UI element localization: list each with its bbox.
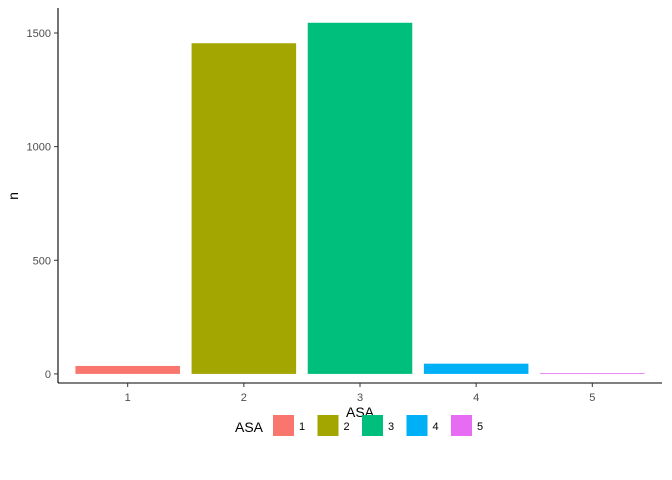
- bar-asa-1: [75, 365, 180, 374]
- legend-key-2: [317, 415, 339, 436]
- y-tick-label: 1500: [27, 28, 51, 40]
- legend-key-5: [451, 415, 472, 436]
- legend: ASA 1 2 3 4 5: [235, 415, 483, 436]
- bars: [75, 22, 645, 375]
- y-tick-label: 1000: [27, 142, 51, 154]
- bar-asa-2: [191, 43, 297, 374]
- bar-asa-3: [307, 22, 413, 374]
- x-ticks: 1 2 3 4 5: [125, 383, 595, 404]
- bar-asa-5: [540, 373, 645, 375]
- legend-label: 2: [344, 421, 350, 433]
- x-tick-label: 4: [473, 392, 479, 404]
- y-tick-label: 0: [45, 369, 51, 381]
- y-axis-title: n: [5, 192, 21, 200]
- legend-label: 3: [388, 421, 394, 433]
- x-tick-label: 1: [125, 392, 131, 404]
- legend-key-4: [406, 415, 428, 436]
- y-tick-label: 500: [33, 255, 51, 267]
- bar-asa-4: [423, 363, 529, 374]
- legend-label: 5: [477, 421, 483, 433]
- legend-key-1: [273, 415, 294, 436]
- legend-key-3: [362, 415, 383, 436]
- x-tick-label: 2: [241, 392, 247, 404]
- legend-label: 4: [433, 421, 439, 433]
- x-tick-label: 3: [357, 392, 363, 404]
- x-tick-label: 5: [589, 392, 595, 404]
- legend-label: 1: [299, 421, 305, 433]
- y-ticks: 0 500 1000 1500: [27, 28, 58, 381]
- legend-title: ASA: [235, 419, 264, 435]
